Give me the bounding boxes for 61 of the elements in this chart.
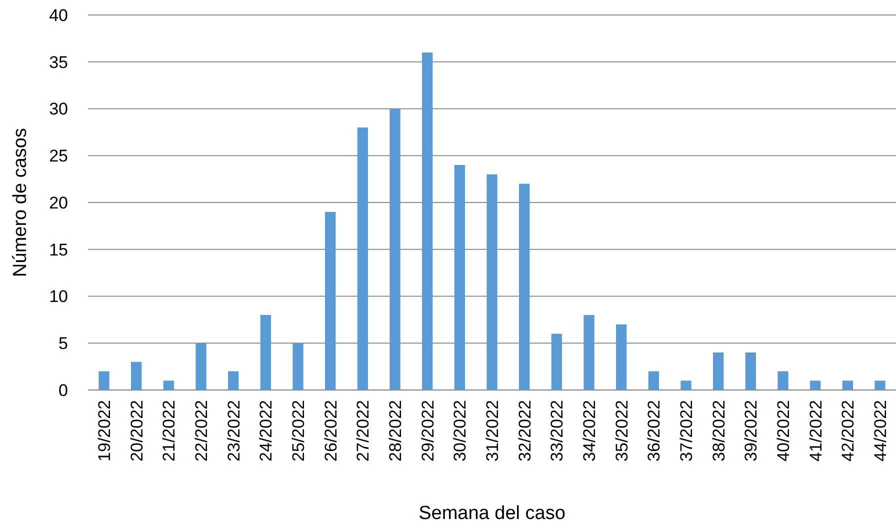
x-tick-label: 28/2022 <box>386 400 405 462</box>
x-tick-label: 23/2022 <box>224 400 244 462</box>
x-tick-label: 21/2022 <box>160 400 179 462</box>
x-tick-label: 34/2022 <box>580 400 599 462</box>
x-tick-label: 29/2022 <box>418 400 438 462</box>
bar <box>228 371 239 390</box>
bar <box>616 324 627 390</box>
bar <box>196 343 206 390</box>
bar <box>390 108 400 390</box>
bar <box>292 343 304 390</box>
bar <box>519 184 530 390</box>
bar <box>163 380 174 390</box>
bar <box>98 371 110 390</box>
y-axis-title: Número de casos <box>10 128 31 277</box>
x-axis-title: Semana del caso <box>418 503 566 524</box>
bar <box>842 380 853 390</box>
x-tick-label: 44/2022 <box>870 400 890 462</box>
x-tick-label: 39/2022 <box>742 400 761 462</box>
x-tick-label: 27/2022 <box>354 400 373 462</box>
bar <box>486 174 498 390</box>
bar <box>874 380 886 390</box>
x-tick-label: 33/2022 <box>548 400 567 462</box>
bar <box>680 380 692 390</box>
bar <box>648 371 659 390</box>
x-tick-label: 20/2022 <box>127 400 146 462</box>
bar <box>131 362 142 390</box>
bar <box>551 334 562 390</box>
bar <box>422 52 433 390</box>
x-tick-label: 37/2022 <box>676 400 696 462</box>
y-tick-label: 20 <box>49 193 68 212</box>
x-tick-label: 25/2022 <box>288 400 308 462</box>
x-tick-label: 36/2022 <box>644 400 664 462</box>
y-tick-label: 40 <box>49 6 68 25</box>
y-tick-label: 15 <box>49 240 68 260</box>
x-tick-label: 42/2022 <box>838 400 858 462</box>
x-tick-label: 32/2022 <box>515 400 534 462</box>
x-tick-label: 30/2022 <box>450 400 470 462</box>
x-tick-label: 41/2022 <box>806 400 826 462</box>
y-tick-label: 35 <box>49 52 68 72</box>
y-tick-label: 25 <box>49 146 68 166</box>
bar <box>584 315 594 390</box>
y-tick-label: 0 <box>58 380 68 400</box>
bar <box>810 380 821 390</box>
x-tick-label: 19/2022 <box>94 400 114 462</box>
bar <box>357 128 368 390</box>
y-tick-label: 30 <box>49 100 68 119</box>
bar <box>745 352 756 390</box>
bar <box>325 212 336 390</box>
y-tick-label: 5 <box>58 334 68 354</box>
x-tick-label: 40/2022 <box>774 400 793 462</box>
bar <box>712 352 724 390</box>
x-tick-label: 38/2022 <box>709 400 728 462</box>
x-tick-label: 35/2022 <box>612 400 632 462</box>
x-tick-label: 22/2022 <box>192 400 211 462</box>
x-tick-label: 31/2022 <box>482 400 502 462</box>
x-tick-label: 24/2022 <box>256 400 276 462</box>
x-tick-label: 26/2022 <box>321 400 340 462</box>
y-tick-label: 10 <box>49 287 68 306</box>
bar <box>260 315 272 390</box>
bar <box>454 165 465 390</box>
bar <box>778 371 788 390</box>
